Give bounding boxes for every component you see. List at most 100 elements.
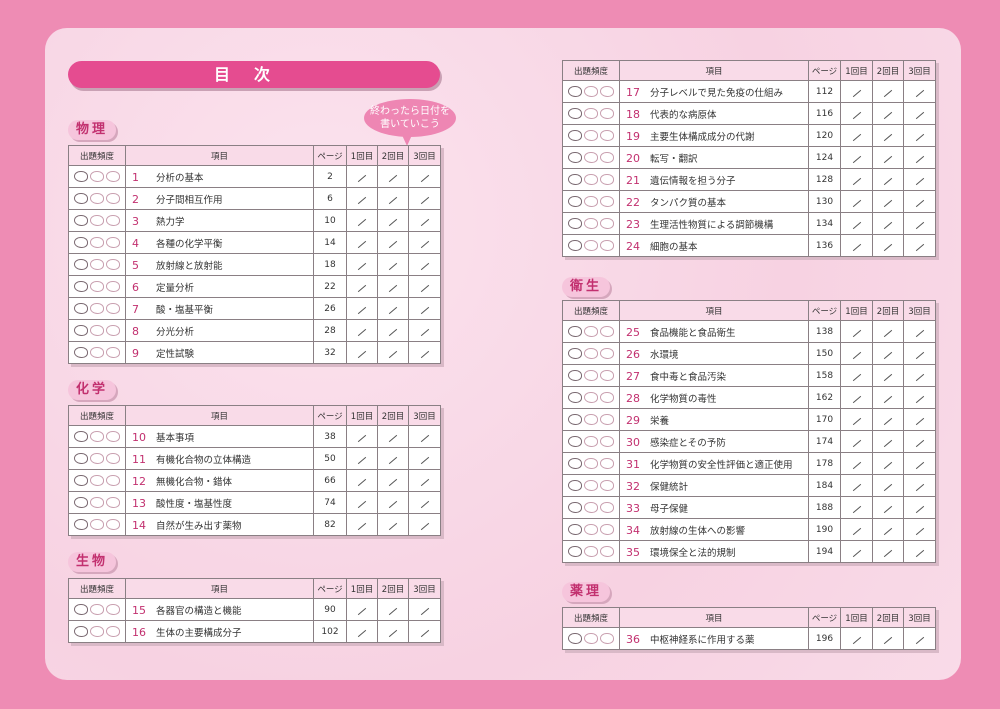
date-cell-3[interactable]	[903, 474, 936, 497]
date-cell-3[interactable]	[408, 297, 441, 320]
date-cell-2[interactable]	[872, 320, 904, 343]
date-cell-1[interactable]	[840, 146, 873, 169]
date-cell-2[interactable]	[377, 297, 409, 320]
date-cell-1[interactable]	[840, 540, 873, 563]
date-cell-2[interactable]	[377, 469, 409, 492]
date-cell-2[interactable]	[377, 341, 409, 364]
date-cell-3[interactable]	[903, 124, 936, 147]
date-cell-1[interactable]	[840, 212, 873, 235]
date-cell-2[interactable]	[377, 513, 409, 536]
date-cell-3[interactable]	[903, 627, 936, 650]
date-cell-3[interactable]	[903, 430, 936, 453]
date-cell-3[interactable]	[408, 253, 441, 276]
date-cell-2[interactable]	[377, 165, 409, 188]
date-cell-2[interactable]	[872, 146, 904, 169]
date-cell-3[interactable]	[408, 165, 441, 188]
date-cell-2[interactable]	[377, 620, 409, 643]
date-cell-1[interactable]	[346, 165, 378, 188]
date-cell-1[interactable]	[840, 430, 873, 453]
date-cell-3[interactable]	[903, 540, 936, 563]
date-cell-1[interactable]	[840, 320, 873, 343]
date-cell-3[interactable]	[408, 209, 441, 232]
date-cell-2[interactable]	[872, 102, 904, 125]
date-cell-1[interactable]	[346, 253, 378, 276]
date-cell-1[interactable]	[840, 342, 873, 365]
date-cell-1[interactable]	[346, 447, 378, 470]
date-cell-1[interactable]	[346, 425, 378, 448]
date-cell-2[interactable]	[872, 168, 904, 191]
date-cell-2[interactable]	[872, 124, 904, 147]
date-cell-2[interactable]	[377, 209, 409, 232]
date-cell-3[interactable]	[408, 341, 441, 364]
date-cell-2[interactable]	[872, 190, 904, 213]
date-cell-2[interactable]	[872, 408, 904, 431]
date-cell-1[interactable]	[840, 234, 873, 257]
date-cell-1[interactable]	[840, 80, 873, 103]
date-cell-1[interactable]	[346, 297, 378, 320]
date-cell-2[interactable]	[872, 386, 904, 409]
date-cell-2[interactable]	[872, 496, 904, 519]
date-cell-2[interactable]	[872, 474, 904, 497]
date-cell-1[interactable]	[346, 341, 378, 364]
date-cell-1[interactable]	[346, 491, 378, 514]
date-cell-1[interactable]	[346, 469, 378, 492]
date-cell-1[interactable]	[346, 187, 378, 210]
date-cell-1[interactable]	[840, 386, 873, 409]
date-cell-1[interactable]	[346, 513, 378, 536]
date-cell-3[interactable]	[903, 386, 936, 409]
date-cell-1[interactable]	[840, 474, 873, 497]
date-cell-3[interactable]	[903, 102, 936, 125]
date-cell-3[interactable]	[903, 80, 936, 103]
date-cell-1[interactable]	[346, 620, 378, 643]
date-cell-1[interactable]	[840, 102, 873, 125]
date-cell-1[interactable]	[840, 190, 873, 213]
date-cell-2[interactable]	[872, 342, 904, 365]
date-cell-2[interactable]	[377, 187, 409, 210]
date-cell-2[interactable]	[377, 253, 409, 276]
date-cell-1[interactable]	[346, 231, 378, 254]
date-cell-3[interactable]	[408, 275, 441, 298]
date-cell-3[interactable]	[408, 187, 441, 210]
date-cell-1[interactable]	[840, 496, 873, 519]
date-cell-1[interactable]	[346, 319, 378, 342]
date-cell-2[interactable]	[872, 540, 904, 563]
date-cell-2[interactable]	[377, 319, 409, 342]
date-cell-3[interactable]	[903, 496, 936, 519]
date-cell-3[interactable]	[408, 491, 441, 514]
date-cell-3[interactable]	[903, 320, 936, 343]
date-cell-2[interactable]	[377, 598, 409, 621]
date-cell-3[interactable]	[408, 447, 441, 470]
date-cell-1[interactable]	[840, 168, 873, 191]
date-cell-1[interactable]	[840, 408, 873, 431]
date-cell-3[interactable]	[408, 598, 441, 621]
date-cell-1[interactable]	[840, 452, 873, 475]
date-cell-1[interactable]	[840, 364, 873, 387]
date-cell-3[interactable]	[903, 168, 936, 191]
date-cell-3[interactable]	[903, 518, 936, 541]
date-cell-2[interactable]	[872, 452, 904, 475]
date-cell-2[interactable]	[377, 275, 409, 298]
date-cell-3[interactable]	[903, 190, 936, 213]
date-cell-2[interactable]	[872, 212, 904, 235]
date-cell-1[interactable]	[346, 209, 378, 232]
date-cell-3[interactable]	[903, 408, 936, 431]
date-cell-3[interactable]	[408, 620, 441, 643]
date-cell-2[interactable]	[872, 80, 904, 103]
date-cell-3[interactable]	[903, 212, 936, 235]
date-cell-1[interactable]	[840, 124, 873, 147]
date-cell-3[interactable]	[408, 231, 441, 254]
date-cell-2[interactable]	[377, 231, 409, 254]
date-cell-3[interactable]	[903, 146, 936, 169]
date-cell-1[interactable]	[346, 275, 378, 298]
date-cell-2[interactable]	[377, 425, 409, 448]
date-cell-2[interactable]	[872, 518, 904, 541]
date-cell-2[interactable]	[872, 234, 904, 257]
date-cell-3[interactable]	[903, 364, 936, 387]
date-cell-1[interactable]	[346, 598, 378, 621]
date-cell-2[interactable]	[377, 447, 409, 470]
date-cell-2[interactable]	[872, 364, 904, 387]
date-cell-2[interactable]	[872, 430, 904, 453]
date-cell-3[interactable]	[903, 452, 936, 475]
date-cell-3[interactable]	[903, 234, 936, 257]
date-cell-2[interactable]	[377, 491, 409, 514]
